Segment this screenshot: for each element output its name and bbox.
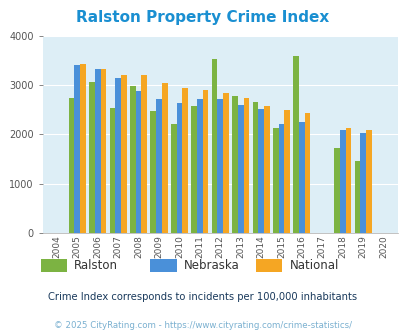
Bar xyxy=(95,69,100,233)
Bar xyxy=(298,122,304,233)
Bar xyxy=(258,110,263,233)
Bar xyxy=(89,82,95,233)
Bar xyxy=(150,111,156,233)
Bar xyxy=(156,99,162,233)
Bar xyxy=(121,75,126,233)
Bar xyxy=(74,65,80,233)
Bar xyxy=(109,109,115,233)
Bar xyxy=(333,148,339,233)
Bar xyxy=(304,113,310,233)
Bar xyxy=(232,96,237,233)
Bar xyxy=(202,90,208,233)
Bar xyxy=(171,124,176,233)
Bar xyxy=(284,111,289,233)
Bar xyxy=(68,98,74,233)
Bar xyxy=(345,128,350,233)
Bar xyxy=(191,106,196,233)
Bar xyxy=(237,105,243,233)
Bar xyxy=(162,83,167,233)
Bar xyxy=(365,130,371,233)
Text: National: National xyxy=(289,259,338,272)
Bar xyxy=(196,99,202,233)
Bar xyxy=(359,133,365,233)
Bar xyxy=(354,161,359,233)
Bar xyxy=(243,98,249,233)
Bar xyxy=(100,69,106,233)
Text: © 2025 CityRating.com - https://www.cityrating.com/crime-statistics/: © 2025 CityRating.com - https://www.city… xyxy=(54,321,351,330)
Bar xyxy=(272,128,278,233)
Text: Ralston Property Crime Index: Ralston Property Crime Index xyxy=(76,10,329,25)
Bar xyxy=(223,93,228,233)
Bar xyxy=(278,124,284,233)
Bar xyxy=(135,91,141,233)
Bar xyxy=(263,106,269,233)
Text: Nebraska: Nebraska xyxy=(183,259,239,272)
Bar xyxy=(80,64,86,233)
Text: Ralston: Ralston xyxy=(74,259,118,272)
Bar xyxy=(217,99,223,233)
Bar xyxy=(182,88,188,233)
Text: Crime Index corresponds to incidents per 100,000 inhabitants: Crime Index corresponds to incidents per… xyxy=(48,292,357,302)
Bar xyxy=(293,56,298,233)
Bar xyxy=(130,86,135,233)
Bar xyxy=(176,103,182,233)
Bar xyxy=(211,59,217,233)
Bar xyxy=(115,78,121,233)
Bar xyxy=(339,130,345,233)
Bar xyxy=(141,75,147,233)
Bar xyxy=(252,102,258,233)
